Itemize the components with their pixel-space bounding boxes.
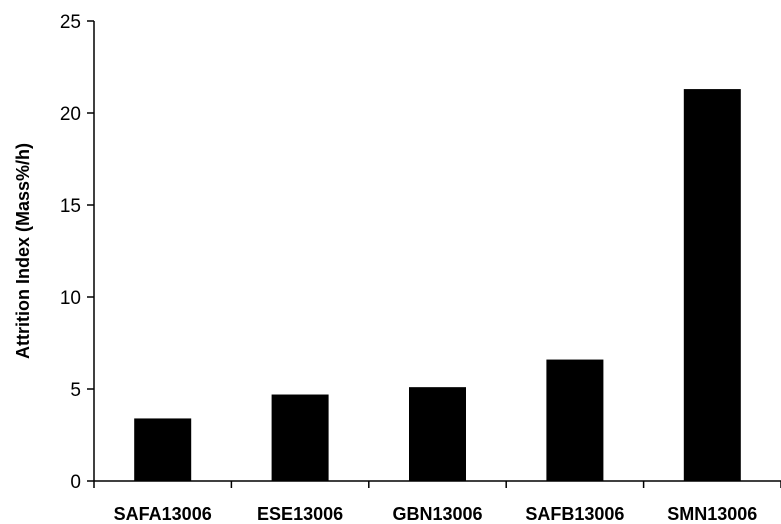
- bar-gbn13006: [409, 387, 466, 481]
- x-category-label: ESE13006: [257, 504, 343, 524]
- y-tick-label: 10: [60, 288, 81, 309]
- x-category-label: GBN13006: [392, 504, 482, 524]
- x-axis-category-labels: SAFA13006 ESE13006 GBN13006 SAFB13006 SMN130…: [114, 504, 758, 524]
- y-tick-label: 5: [70, 380, 81, 401]
- bar-smn13006: [683, 89, 741, 481]
- x-category-label: SMN13006: [667, 504, 757, 524]
- bar-ese13006: [271, 394, 329, 481]
- y-axis: 0 5 10 15 20 25: [60, 12, 95, 493]
- y-axis-title: Attrition Index (Mass%/h): [13, 143, 33, 359]
- bar-series: [134, 89, 741, 481]
- bar-safb13006: [546, 359, 604, 481]
- y-tick-label: 15: [60, 196, 81, 217]
- y-axis-ticks: 0 5 10 15 20 25: [60, 12, 94, 493]
- x-axis-ticks: [93, 481, 781, 488]
- y-tick-label: 0: [70, 472, 81, 493]
- x-category-label: SAFA13006: [114, 504, 212, 524]
- y-tick-label: 20: [60, 104, 81, 125]
- bar-safa13006: [134, 418, 192, 481]
- x-axis: [93, 480, 781, 488]
- x-category-label: SAFB13006: [525, 504, 624, 524]
- y-tick-label: 25: [60, 12, 81, 33]
